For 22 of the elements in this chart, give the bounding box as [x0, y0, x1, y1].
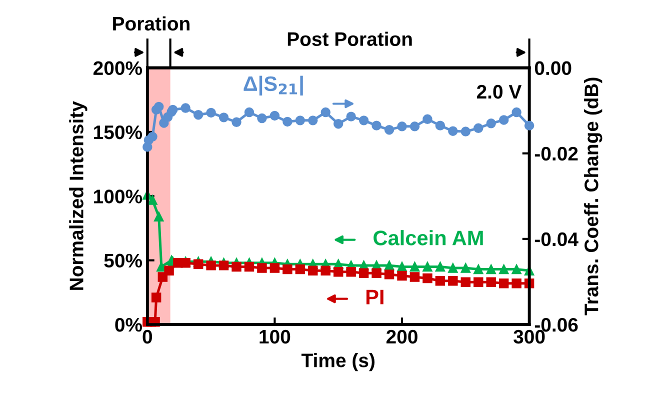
- y2-tick-label: 0.00: [534, 61, 572, 76]
- y-axis-title: Normalized Intensity: [69, 101, 88, 290]
- x-tick-label: 300: [514, 330, 545, 344]
- y2-tick-label: -0.06: [534, 318, 578, 332]
- x-tick-label: 200: [386, 330, 418, 344]
- x-tick-label: 100: [260, 330, 290, 344]
- y2-axis-title: Trans. Coeff. Change (dB): [584, 78, 602, 316]
- x-tick-label: 0: [142, 330, 152, 344]
- series-label: Δ|S$_{21}$|: [244, 76, 303, 96]
- y2-tick-label: -0.04: [534, 232, 578, 246]
- text: Post Poration: [288, 32, 412, 46]
- legend-label: Calcein AM: [374, 230, 483, 246]
- y-tick-label: 0%: [115, 318, 142, 332]
- annotation: 2.0 V: [476, 84, 522, 99]
- y-tick-label: 200%: [93, 61, 142, 76]
- y2-tick-label: -0.02: [534, 146, 578, 161]
- y-tick-label: 150%: [94, 125, 142, 140]
- y-tick-label: 100%: [94, 190, 142, 204]
- band-label: Poration: [113, 16, 190, 31]
- legend-label: PI: [366, 290, 384, 304]
- x-axis-title: Time (s): [301, 353, 374, 372]
- y-tick-label: 50%: [104, 254, 142, 268]
